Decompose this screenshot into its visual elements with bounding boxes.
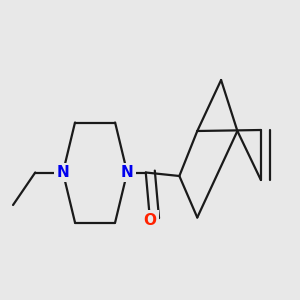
Text: N: N	[121, 165, 134, 180]
Text: N: N	[57, 165, 69, 180]
Text: O: O	[143, 212, 157, 227]
